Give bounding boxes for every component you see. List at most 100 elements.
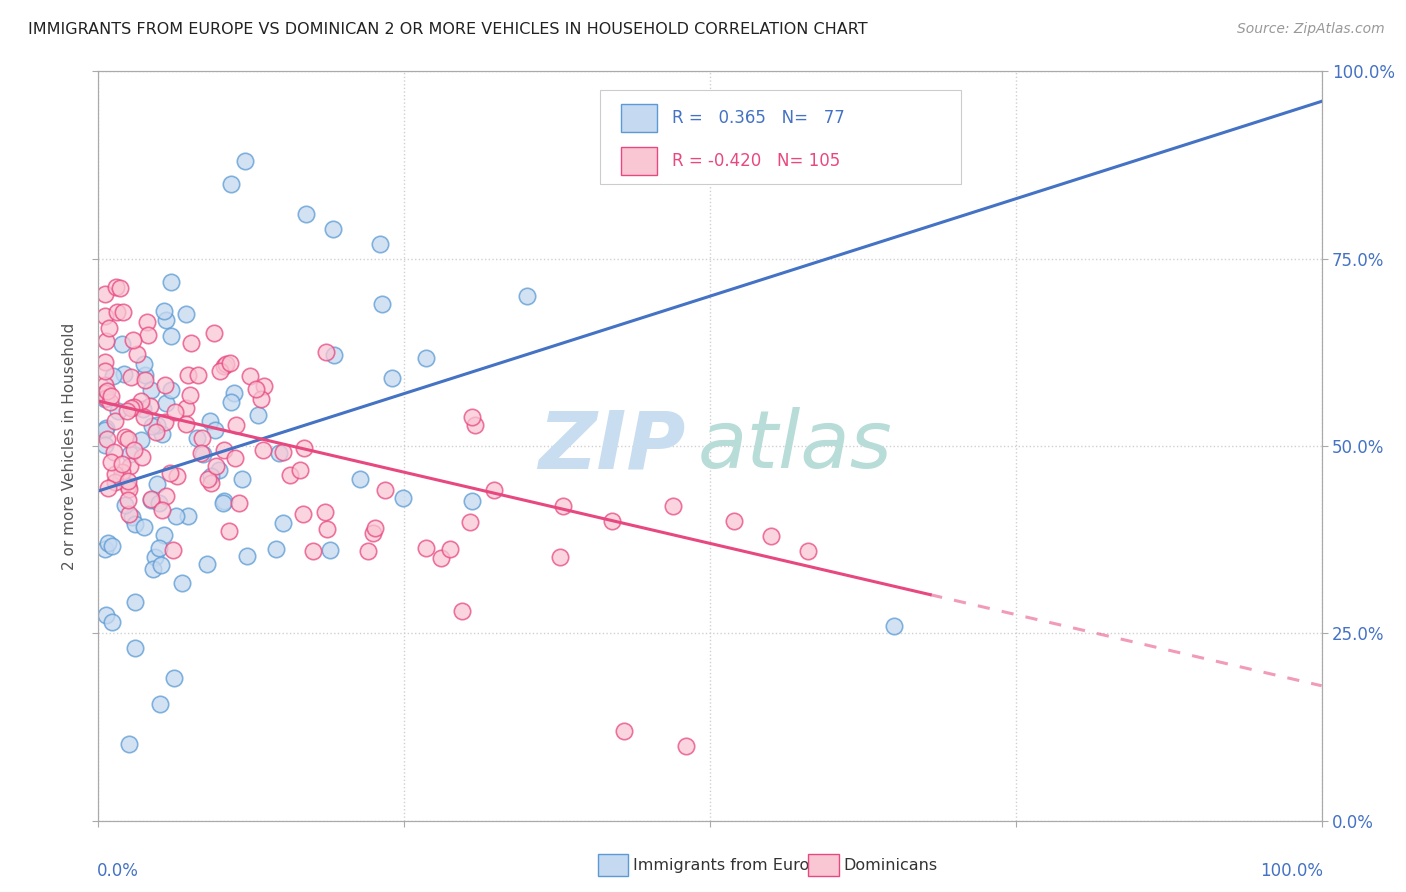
Point <box>155 396 177 410</box>
Point <box>797 544 820 558</box>
Point <box>131 450 153 464</box>
Point <box>148 496 170 510</box>
Point <box>381 371 404 385</box>
Point <box>138 328 160 343</box>
Point <box>94 423 117 437</box>
Point <box>153 528 176 542</box>
Point <box>129 434 152 448</box>
Point <box>266 542 288 557</box>
Point <box>118 459 141 474</box>
Point <box>101 615 124 629</box>
Text: Dominicans: Dominicans <box>844 858 938 872</box>
Point <box>186 431 208 445</box>
Point <box>141 419 163 434</box>
Point <box>96 433 118 447</box>
Point <box>461 493 484 508</box>
Point <box>675 739 697 753</box>
Point <box>152 304 174 318</box>
Point <box>96 334 118 348</box>
Point <box>136 315 159 329</box>
Point <box>146 418 169 433</box>
Point <box>115 404 138 418</box>
Point <box>122 443 145 458</box>
Text: ZIP: ZIP <box>538 407 686 485</box>
Point <box>439 541 461 556</box>
Y-axis label: 2 or more Vehicles in Household: 2 or more Vehicles in Household <box>62 322 77 570</box>
Point <box>219 395 242 409</box>
Point <box>322 222 344 236</box>
Point <box>149 558 172 572</box>
Point <box>295 207 318 221</box>
Point <box>553 499 575 513</box>
Point <box>292 507 315 521</box>
Point <box>233 154 256 169</box>
Point <box>191 431 214 445</box>
Text: R = -0.420   N= 105: R = -0.420 N= 105 <box>672 152 841 170</box>
Point <box>118 447 141 461</box>
Point <box>200 468 222 483</box>
Point <box>105 305 128 319</box>
Point <box>250 392 273 406</box>
Point <box>139 400 162 414</box>
Text: 100.0%: 100.0% <box>1260 862 1323 880</box>
Point <box>278 468 301 483</box>
Point <box>174 417 197 432</box>
Point <box>114 499 136 513</box>
Point <box>238 369 260 384</box>
Point <box>93 378 115 392</box>
Point <box>112 305 135 319</box>
Text: 0.0%: 0.0% <box>97 862 139 880</box>
Point <box>464 417 486 432</box>
Text: atlas: atlas <box>697 407 893 485</box>
Point <box>101 539 124 553</box>
Point <box>200 475 222 490</box>
Point <box>117 493 139 508</box>
Point <box>107 404 129 418</box>
Point <box>139 493 162 508</box>
Point <box>124 640 146 655</box>
Point <box>145 425 167 439</box>
Point <box>153 378 176 392</box>
Point <box>160 384 183 398</box>
Point <box>224 450 246 465</box>
FancyBboxPatch shape <box>620 147 658 176</box>
Point <box>174 401 197 416</box>
Point <box>212 442 235 457</box>
Point <box>120 401 142 415</box>
Point <box>142 562 165 576</box>
Point <box>104 414 127 428</box>
Text: Source: ZipAtlas.com: Source: ZipAtlas.com <box>1237 22 1385 37</box>
Point <box>322 348 344 362</box>
Point <box>150 503 173 517</box>
Point <box>180 336 202 351</box>
Point <box>363 525 385 540</box>
Point <box>139 383 162 397</box>
Point <box>139 492 162 507</box>
Point <box>93 286 115 301</box>
Point <box>430 550 453 565</box>
Point <box>231 472 253 486</box>
Point <box>97 536 120 550</box>
Point <box>93 438 115 452</box>
Point <box>205 459 228 474</box>
Point <box>252 443 274 458</box>
Point <box>101 368 124 383</box>
Point <box>371 297 394 311</box>
Point <box>228 496 250 510</box>
Point <box>149 698 172 712</box>
Point <box>225 417 247 432</box>
Point <box>315 345 337 359</box>
Point <box>93 392 115 406</box>
Point <box>374 483 396 497</box>
Point <box>209 364 232 378</box>
Point <box>288 463 311 477</box>
Point <box>195 558 218 572</box>
Point <box>93 385 115 400</box>
Point <box>484 483 506 498</box>
Point <box>93 364 115 378</box>
Point <box>103 444 125 458</box>
Point <box>461 410 484 425</box>
Point <box>163 405 186 419</box>
Point <box>450 604 472 618</box>
Point <box>349 472 371 486</box>
